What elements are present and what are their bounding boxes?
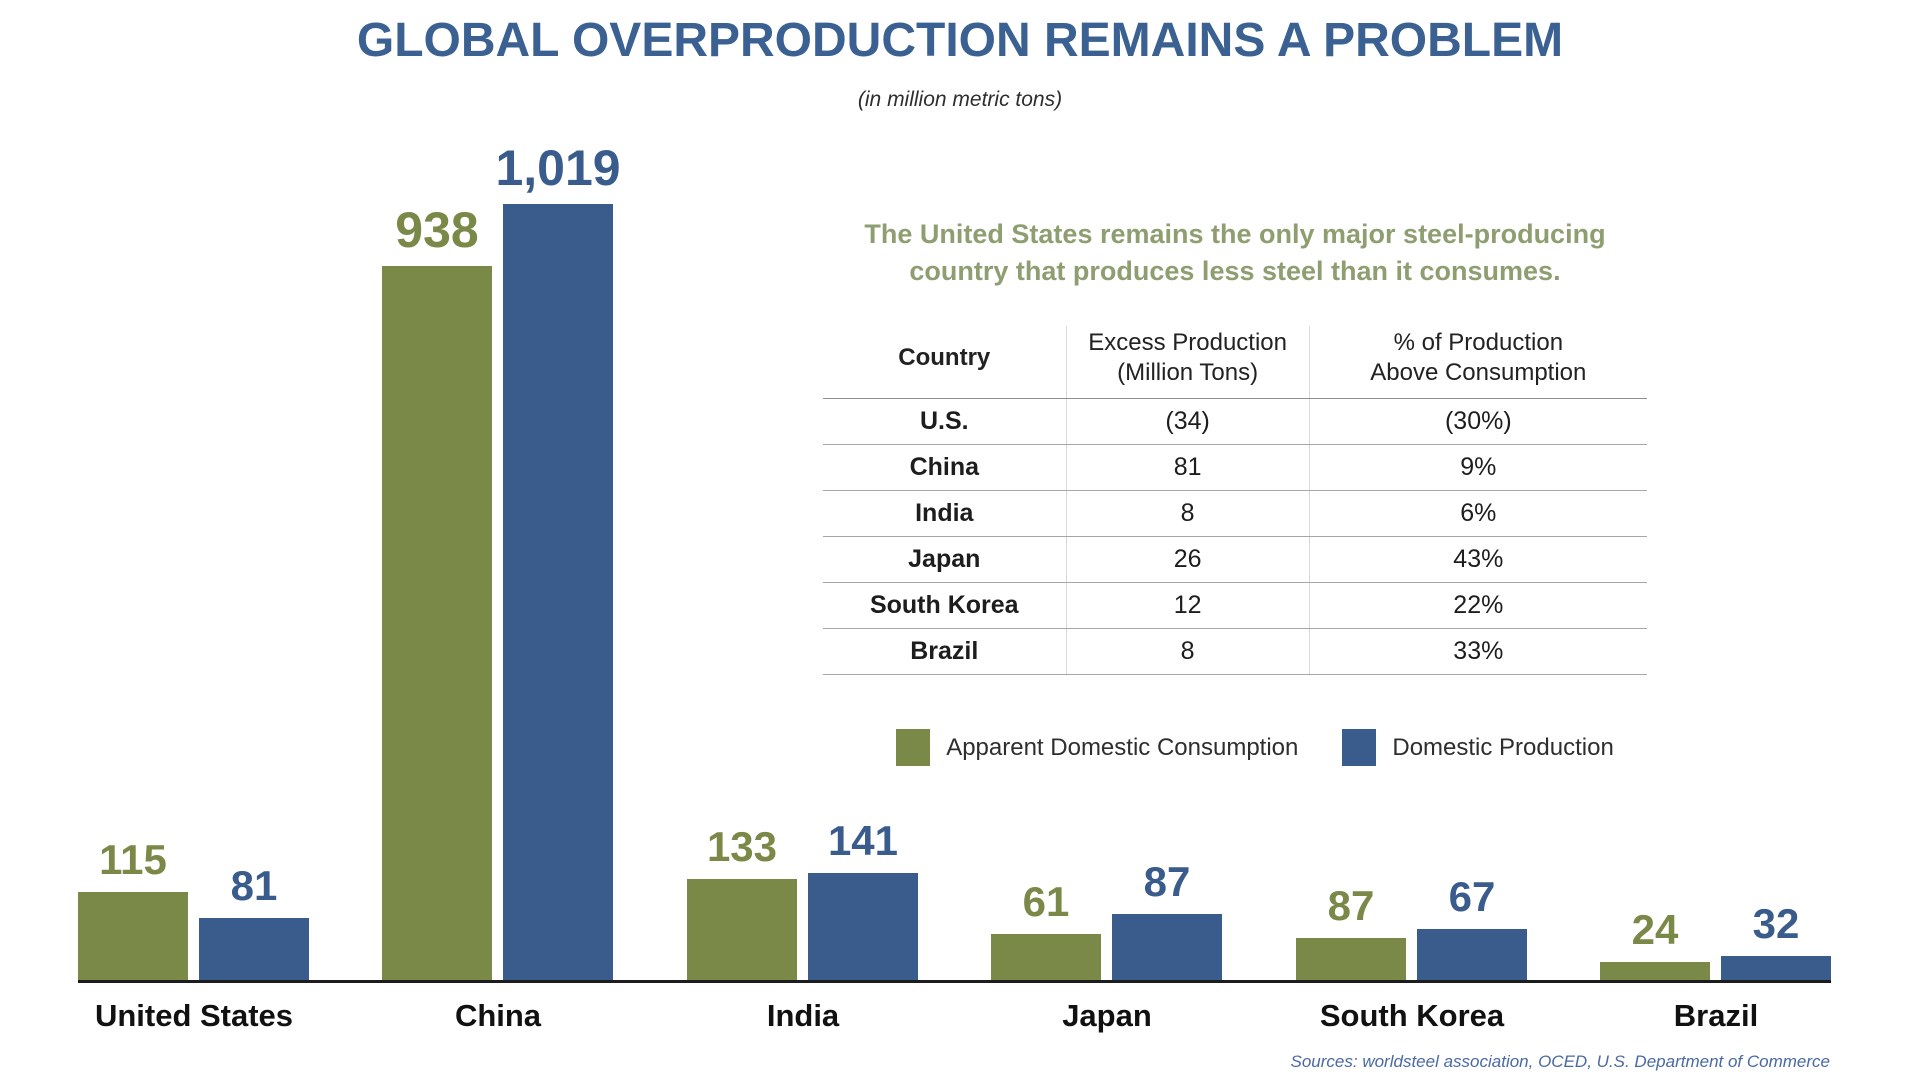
table-cell-u-s-percent: (30%) <box>1308 398 1647 445</box>
table-cell-japan-country: Japan <box>823 536 1067 583</box>
bar-domestic-production-japan <box>1112 914 1222 980</box>
bar-value-apparent-domestic-consumption-india: 133 <box>706 823 778 870</box>
table-row-china: China 81 9% <box>823 444 1647 491</box>
table-cell-brazil-excess: 8 <box>1065 628 1310 675</box>
table-row-u-s: U.S. (34) (30%) <box>823 398 1647 445</box>
bar-domestic-production-china <box>503 204 613 980</box>
table-row-japan: Japan 26 43% <box>823 536 1647 583</box>
category-label-china: China <box>454 998 542 1033</box>
table-cell-south-korea-country: South Korea <box>823 582 1067 629</box>
bar-apparent-domestic-consumption-brazil <box>1600 962 1710 980</box>
table-cell-south-korea-excess: 12 <box>1065 582 1310 629</box>
legend-swatch-apparent-domestic-consumption <box>896 729 931 766</box>
table-cell-u-s-country: U.S. <box>823 398 1067 445</box>
bar-value-domestic-production-china: 1,019 <box>495 140 621 196</box>
table-header-of-production-above-consumption: % of Production Above Consumption <box>1308 326 1647 399</box>
table-header-line: Above Consumption <box>1370 359 1587 386</box>
table-header-excess-production-million-tons: Excess Production (Million Tons) <box>1065 326 1310 399</box>
category-label-japan: Japan <box>1062 998 1152 1033</box>
table-header-line: % of Production <box>1393 329 1564 356</box>
bar-group-china: 938 1,019 <box>382 142 621 980</box>
table-cell-brazil-country: Brazil <box>823 628 1067 675</box>
bar-apparent-domestic-consumption-china <box>382 266 492 980</box>
table-cell-india-country: India <box>823 490 1067 537</box>
legend-label: Domestic Production <box>1392 733 1614 761</box>
bar-value-apparent-domestic-consumption-united-states: 115 <box>99 836 167 883</box>
table-row-south-korea: South Korea 12 22% <box>823 582 1647 629</box>
bar-apparent-domestic-consumption-south-korea <box>1296 938 1406 980</box>
table-cell-china-excess: 81 <box>1065 444 1310 491</box>
table-cell-brazil-percent: 33% <box>1308 628 1647 675</box>
bar-value-apparent-domestic-consumption-brazil: 24 <box>1631 906 1679 953</box>
legend-label: Apparent Domestic Consumption <box>946 733 1299 761</box>
table-cell-u-s-excess: (34) <box>1065 398 1310 445</box>
bar-apparent-domestic-consumption-united-states <box>78 892 188 980</box>
x-axis-line <box>78 980 1831 983</box>
summary-table-header: Country Excess Production (Million Tons) % … <box>823 326 1647 399</box>
bar-apparent-domestic-consumption-india <box>687 879 797 980</box>
table-header-country: Country <box>823 326 1067 399</box>
category-label-united-states: United States <box>94 998 294 1033</box>
callout-line-1: The United States remains the only major… <box>864 219 1606 249</box>
table-cell-japan-excess: 26 <box>1065 536 1310 583</box>
bar-value-domestic-production-south-korea: 67 <box>1448 873 1496 920</box>
bar-value-apparent-domestic-consumption-japan: 61 <box>1022 878 1070 925</box>
bar-domestic-production-south-korea <box>1417 929 1527 980</box>
bar-value-domestic-production-japan: 87 <box>1143 858 1191 905</box>
chart-subtitle: (in million metric tons) <box>857 88 1063 111</box>
source-attribution: Sources: worldsteel association, OCED, U… <box>1290 1052 1830 1071</box>
table-row-brazil: Brazil 8 33% <box>823 628 1647 675</box>
callout-text: The United States remains the only major… <box>790 216 1680 290</box>
category-label-brazil: Brazil <box>1673 998 1759 1033</box>
legend-item-apparent-domestic-consumption: Apparent Domestic Consumption <box>896 729 1298 766</box>
category-label-south-korea: South Korea <box>1319 998 1505 1033</box>
table-row-india: India 8 6% <box>823 490 1647 537</box>
table-cell-south-korea-percent: 22% <box>1308 582 1647 629</box>
bar-value-domestic-production-brazil: 32 <box>1752 900 1800 947</box>
bar-value-domestic-production-india: 141 <box>827 817 899 864</box>
table-header-line: (Million Tons) <box>1117 359 1259 386</box>
table-cell-india-excess: 8 <box>1065 490 1310 537</box>
bar-domestic-production-united-states <box>199 918 309 980</box>
bar-group-united-states: 115 81 <box>78 180 309 980</box>
table-header-line: Excess Production <box>1088 329 1287 356</box>
table-cell-japan-percent: 43% <box>1308 536 1647 583</box>
category-label-india: India <box>766 998 840 1033</box>
table-cell-china-country: China <box>823 444 1067 491</box>
table-header-line: Country <box>898 344 991 371</box>
table-cell-china-percent: 9% <box>1308 444 1647 491</box>
bar-domestic-production-india <box>808 873 918 980</box>
legend-item-domestic-production: Domestic Production <box>1342 729 1614 766</box>
bar-value-apparent-domestic-consumption-china: 938 <box>395 202 479 258</box>
bar-value-domestic-production-united-states: 81 <box>230 862 278 909</box>
callout-line-2: country that produces less steel than it… <box>909 256 1561 286</box>
legend-swatch-domestic-production <box>1342 729 1377 766</box>
chart-title: GLOBAL OVERPRODUCTION REMAINS A PROBLEM <box>356 14 1564 67</box>
bar-apparent-domestic-consumption-japan <box>991 934 1101 980</box>
bar-value-apparent-domestic-consumption-south-korea: 87 <box>1327 882 1375 929</box>
chart-legend: Apparent Domestic Consumption Domestic Pr… <box>830 729 1680 766</box>
summary-table: Country Excess Production (Million Tons) % … <box>823 326 1647 675</box>
table-cell-india-percent: 6% <box>1308 490 1647 537</box>
summary-panel: The United States remains the only major… <box>790 216 1680 766</box>
bar-domestic-production-brazil <box>1721 956 1831 980</box>
